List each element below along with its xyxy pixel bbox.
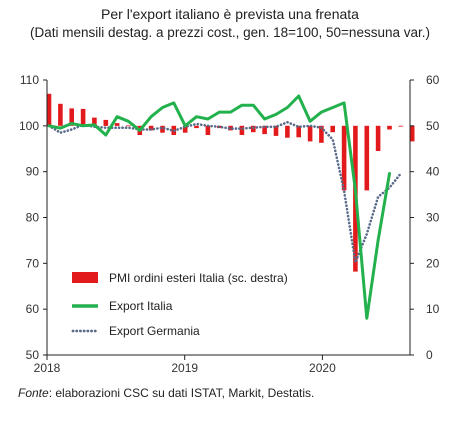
legend-label: Export Italia [109,299,173,313]
series-lines [47,94,403,320]
y-right-tick-label: 50 [426,119,440,133]
legend: PMI ordini esteri Italia (sc. destra) Exp… [71,271,288,338]
pmi-bar [341,125,347,191]
y-right-tick-label: 20 [426,256,440,270]
pmi-bar [330,125,335,133]
chart-subtitle: (Dati mensili destag. a prezzi cost., ge… [30,25,430,40]
pmi-bar [205,125,211,135]
x-tick-label: 2020 [309,361,336,375]
pmi-bar [103,119,109,126]
pmi-bar [387,125,392,130]
axes: 50 60 70 80 90 100 110 0 10 20 30 40 50 60 2018 2019 202… [19,73,440,375]
pmi-bar [92,117,97,126]
source-label: Fonte [18,386,49,400]
pmi-bar [80,108,86,126]
pmi-bar [398,125,404,127]
pmi-bar [182,125,188,133]
pmi-bar [194,125,199,129]
source-note: Fonte: elaborazioni CSC su dati ISTAT, M… [18,386,314,400]
y-left-tick-label: 80 [26,211,40,225]
pmi-bar [375,125,381,151]
source-text: : elaborazioni CSC su dati ISTAT, Markit… [48,386,315,400]
y-left-tick-label: 100 [19,119,39,133]
y-right-tick-label: 40 [426,165,440,179]
pmi-bar [409,125,415,142]
pmi-bar [273,125,279,136]
y-right-tick-label: 60 [426,73,440,87]
legend-swatch-pmi [72,272,98,283]
pmi-bar [126,125,131,127]
pmi-bar [228,125,233,131]
pmi-bar [160,125,165,133]
pmi-bar [262,125,267,135]
chart-title: Per l'export italiano è prevista una fre… [101,6,359,22]
pmi-bar [307,125,313,142]
pmi-bar [285,125,290,138]
y-left-tick-label: 60 [26,302,40,316]
y-left-tick-label: 70 [26,256,40,270]
y-right-tick-label: 30 [426,211,440,225]
pmi-bar [69,108,74,126]
pmi-bar [239,125,245,135]
pmi-bar [114,123,120,126]
x-tick-label: 2019 [171,361,198,375]
y-left-tick-label: 90 [26,165,40,179]
pmi-bar [148,125,154,131]
y-left-tick-label: 110 [20,73,39,87]
pmi-bar [46,93,52,126]
pmi-bar [251,125,256,133]
pmi-bar [296,125,301,138]
x-tick-label: 2018 [34,361,61,375]
y-right-tick-label: 10 [426,302,440,316]
legend-label: PMI ordini esteri Italia (sc. destra) [109,271,288,285]
export-italia-line [47,94,391,320]
pmi-bar [58,103,63,126]
y-left-tick-label: 50 [26,348,40,362]
pmi-bar [364,125,370,191]
legend-label: Export Germania [109,324,200,338]
export-germania-line [47,120,403,264]
y-right-tick-label: 0 [426,348,433,362]
pmi-bar [319,125,324,143]
